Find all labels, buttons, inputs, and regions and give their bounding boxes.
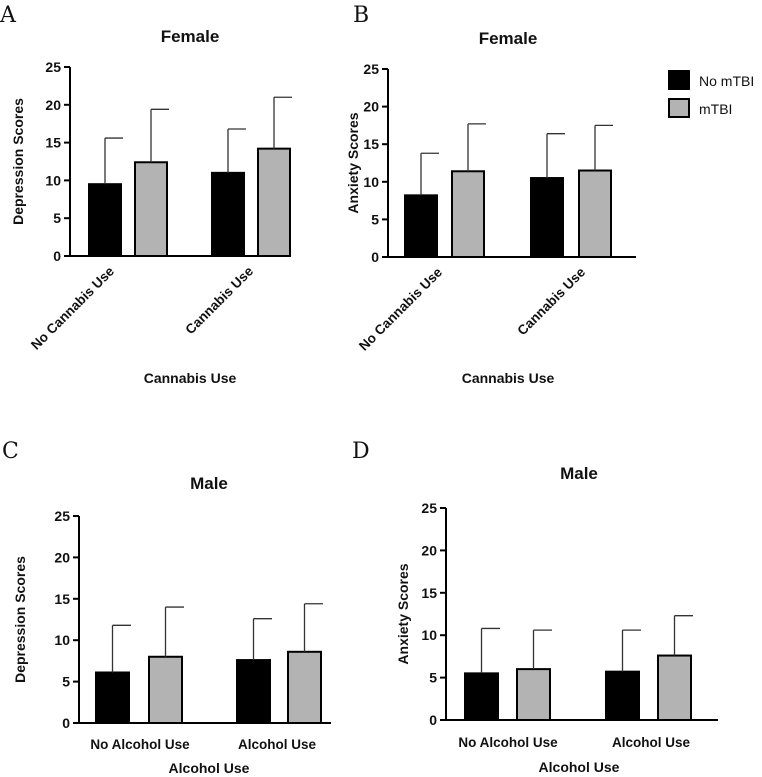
- y-tick-label: 15: [54, 591, 70, 607]
- bar-mtbi-cannabis-use: [578, 169, 612, 259]
- legend-label-no-mtbi: No mTBI: [699, 73, 754, 89]
- bar-no-mtbi-alcohol-use: [236, 659, 271, 725]
- y-tick-label: 5: [371, 211, 379, 227]
- y-tick-label: 0: [429, 712, 437, 728]
- bar-mtbi-alcohol-use: [287, 650, 322, 724]
- bar-mtbi-no-alcohol-use: [516, 668, 551, 721]
- y-axis-label: Depression Scores: [12, 556, 28, 683]
- legend-swatch-mtbi: [668, 98, 690, 118]
- x-axis-label: Alcohol Use: [539, 759, 620, 775]
- x-tick-label: No Alcohol Use: [90, 737, 190, 752]
- bar-mtbi-no-cannabis-use: [451, 170, 485, 258]
- x-axis-label: Alcohol Use: [169, 760, 250, 776]
- y-axis-label: Anxiety Scores: [395, 563, 411, 664]
- y-tick-label: 0: [371, 249, 379, 265]
- x-tick-label: Alcohol Use: [238, 737, 317, 752]
- panel-letter: A: [0, 3, 17, 28]
- x-tick-label: Cannabis Use: [514, 264, 588, 338]
- legend: No mTBI mTBI: [668, 70, 754, 118]
- y-axis-label: Depression Scores: [10, 98, 26, 225]
- panel-letter: D: [352, 439, 370, 464]
- bar-no-mtbi-cannabis-use: [530, 177, 564, 258]
- chart-panel-c: C Male Depression Scores Alcohol Use 0 5 10 15 2…: [2, 439, 331, 776]
- chart-panel-d: D Male Anxiety Scores Alcohol Use 0 5 10 15 20 25…: [352, 439, 718, 775]
- panel-letter: B: [353, 3, 369, 28]
- bar-no-mtbi-no-alcohol-use: [464, 672, 499, 721]
- y-tick-label: 20: [45, 97, 61, 113]
- chart-title: Male: [560, 464, 598, 483]
- y-tick-label: 25: [421, 500, 437, 516]
- x-axis-label: Cannabis Use: [144, 370, 237, 386]
- y-tick-label: 5: [62, 674, 70, 690]
- bar-no-mtbi-alcohol-use: [605, 670, 640, 721]
- legend-label-mtbi: mTBI: [699, 101, 732, 117]
- bar-no-mtbi-cannabis-use: [211, 171, 245, 257]
- panel-letter: C: [2, 439, 19, 464]
- bar-mtbi-cannabis-use: [257, 147, 291, 257]
- x-tick-label: No Cannabis Use: [356, 264, 445, 353]
- x-tick-label: No Alcohol Use: [458, 735, 558, 750]
- x-axis-label: Cannabis Use: [462, 370, 555, 386]
- chart-title: Female: [479, 29, 538, 48]
- y-tick-label: 15: [421, 585, 437, 601]
- x-tick-label: Alcohol Use: [612, 735, 691, 750]
- bar-mtbi-alcohol-use: [657, 654, 692, 721]
- y-axis-label: Anxiety Scores: [345, 112, 361, 213]
- legend-swatch-no-mtbi: [668, 70, 690, 90]
- bar-no-mtbi-no-cannabis-use: [88, 183, 122, 257]
- y-tick-label: 10: [421, 627, 437, 643]
- y-tick-label: 10: [363, 174, 379, 190]
- y-tick-label: 20: [363, 99, 379, 115]
- y-tick-label: 25: [45, 59, 61, 75]
- chart-title: Male: [190, 474, 228, 493]
- y-tick-label: 20: [54, 549, 70, 565]
- y-tick-label: 15: [363, 136, 379, 152]
- y-tick-label: 25: [54, 508, 70, 524]
- y-tick-label: 15: [45, 135, 61, 151]
- bar-mtbi-no-cannabis-use: [134, 161, 168, 257]
- bar-no-mtbi-no-cannabis-use: [404, 194, 438, 258]
- y-tick-label: 0: [62, 715, 70, 731]
- bar-mtbi-no-alcohol-use: [148, 655, 183, 725]
- y-tick-label: 20: [421, 542, 437, 558]
- chart-title: Female: [161, 27, 220, 46]
- y-tick-label: 10: [54, 632, 70, 648]
- x-tick-label: Cannabis Use: [182, 263, 256, 337]
- y-tick-label: 0: [53, 248, 61, 264]
- y-tick-label: 5: [53, 210, 61, 226]
- y-tick-label: 10: [45, 172, 61, 188]
- y-tick-label: 25: [363, 61, 379, 77]
- chart-panel-a: A Female Depression Scores Cannabis Use 0 5 10…: [0, 3, 292, 386]
- chart-panel-b: B Female Anxiety Scores Cannabis Use 0 5 10 15 2…: [345, 3, 636, 386]
- bar-no-mtbi-no-alcohol-use: [95, 671, 130, 725]
- y-tick-label: 5: [429, 670, 437, 686]
- x-tick-label: No Cannabis Use: [28, 263, 117, 352]
